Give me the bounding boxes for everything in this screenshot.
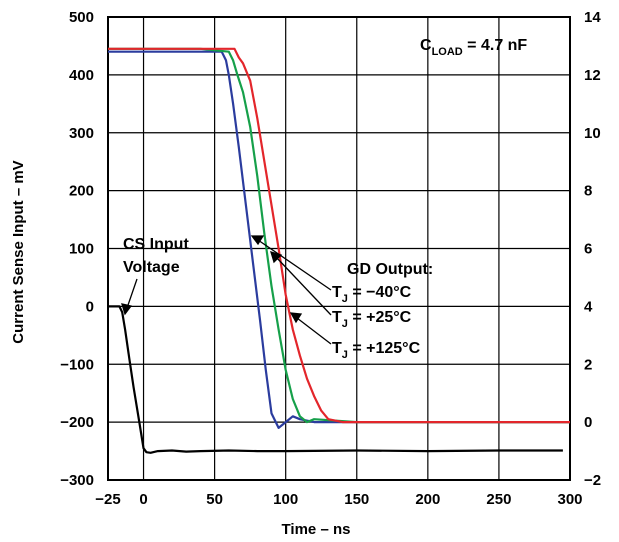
tj-125-label: TJ = +125°C [332, 340, 421, 361]
cload-annotation: CLOAD = 4.7 nF [420, 37, 527, 58]
x-tick-label: 100 [273, 491, 298, 508]
y-left-tick-label: 100 [69, 241, 94, 258]
y-axis-right-ticks: 14 12 10 8 6 4 2 0 −2 [584, 9, 601, 489]
y-right-tick-label: 6 [584, 241, 592, 258]
cs-input-label-line2: Voltage [123, 259, 180, 276]
y-left-tick-label: 500 [69, 9, 94, 26]
y-right-tick-label: 8 [584, 183, 592, 200]
x-tick-label: 150 [344, 491, 369, 508]
cs-input-label-line1: CS Input [123, 236, 189, 253]
y-right-tick-label: 4 [584, 298, 593, 315]
series-layer [108, 47, 570, 454]
x-axis-title: Time – ns [282, 521, 351, 538]
cs-input-leader [126, 278, 138, 309]
x-tick-label: 300 [557, 491, 582, 508]
cs-input-arrowhead [121, 303, 133, 316]
y-left-tick-label: 300 [69, 125, 94, 142]
y-left-tick-label: 400 [69, 67, 94, 84]
y-right-tick-label: 2 [584, 356, 592, 373]
y-right-tick-label: 12 [584, 67, 601, 84]
y-axis-title: Current Sense Input – mV [10, 160, 27, 343]
tj-125-arrowhead [289, 312, 303, 324]
tj-125-leader [296, 317, 332, 345]
tj-m40-leader [257, 239, 332, 291]
gd-output-title: GD Output: [347, 261, 433, 278]
y-left-tick-label: 0 [86, 298, 94, 315]
y-right-tick-label: 0 [584, 414, 592, 431]
y-right-tick-label: −2 [584, 472, 601, 489]
annotation-arrows [121, 235, 332, 345]
y-left-tick-label: −300 [60, 472, 94, 489]
y-left-tick-label: 200 [69, 183, 94, 200]
y-left-tick-label: −200 [60, 414, 94, 431]
tj-m40-label: TJ = −40°C [332, 284, 412, 305]
x-tick-label: 200 [415, 491, 440, 508]
y-right-tick-label: 14 [584, 9, 601, 26]
series-line-cs [108, 305, 563, 454]
tj-25-label: TJ = +25°C [332, 309, 412, 330]
x-axis-ticks: −25 0 50 100 150 200 250 300 [95, 491, 582, 508]
x-tick-label: 250 [486, 491, 511, 508]
tj-25-leader [275, 256, 332, 316]
x-tick-label: 0 [139, 491, 147, 508]
y-axis-left-ticks: 500 400 300 200 100 0 −100 −200 −300 [60, 9, 94, 489]
x-tick-label: −25 [95, 491, 120, 508]
x-tick-label: 50 [206, 491, 223, 508]
tj-m40-arrowhead [250, 235, 265, 246]
tj-25-arrowhead [270, 251, 283, 264]
y-left-tick-label: −100 [60, 356, 94, 373]
y-right-tick-label: 10 [584, 125, 601, 142]
plot-frame [107, 16, 571, 481]
series-line-tj-125 [108, 47, 570, 424]
series-line-tj-m40 [108, 50, 570, 429]
